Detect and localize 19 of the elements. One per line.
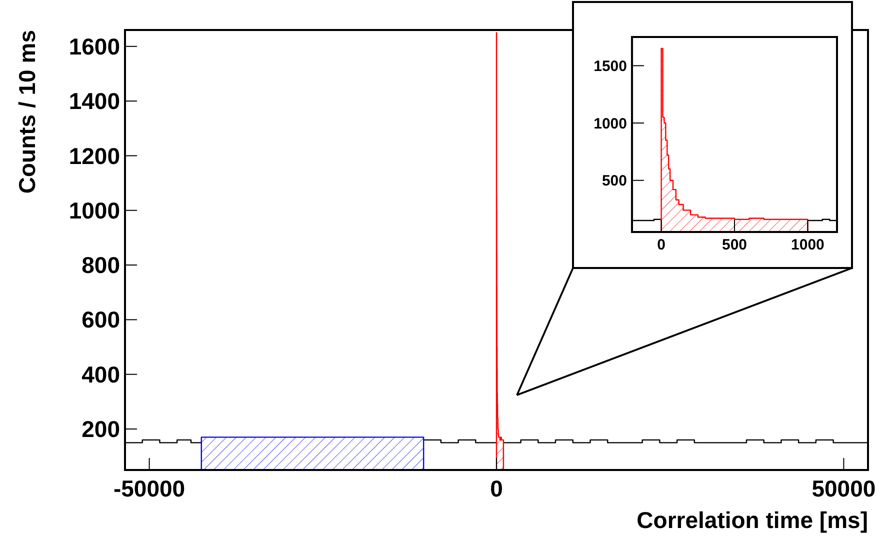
y-tick-label: 200 [82, 416, 120, 442]
y-tick-label: 400 [82, 361, 120, 388]
x-tick-label: 50000 [812, 475, 876, 502]
y-tick-label: 1600 [68, 33, 120, 60]
y-tick-label: 1200 [68, 142, 120, 169]
y-tick-label: 1400 [68, 88, 120, 114]
x-tick-label: 1000 [791, 236, 824, 254]
x-tick-label: -50000 [113, 475, 186, 502]
y-tick-label: 1000 [68, 197, 120, 224]
y-tick-label: 600 [82, 306, 120, 333]
x-tick-label: 0 [490, 475, 503, 502]
y-axis-title: Counts / 10 ms [14, 30, 40, 194]
x-tick-label: 0 [657, 236, 666, 254]
y-tick-label: 1500 [594, 58, 627, 75]
y-tick-label: 800 [82, 252, 120, 278]
x-axis-title: Correlation time [ms] [636, 507, 868, 533]
y-tick-label: 1000 [594, 115, 627, 132]
y-tick-label: 500 [602, 172, 627, 190]
x-tick-label: 500 [722, 236, 748, 254]
